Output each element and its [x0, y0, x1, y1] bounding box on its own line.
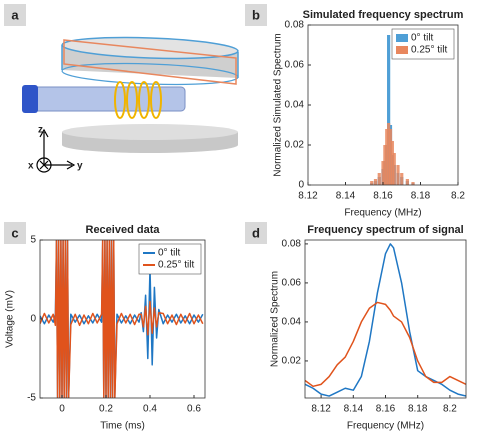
legend-swatch — [396, 46, 408, 54]
bar — [381, 161, 385, 185]
chart-title: Received data — [86, 224, 161, 236]
panel-label: a — [11, 7, 19, 22]
panel: c Received data Time (ms) Voltage (mV) -5 0 5 0… — [4, 222, 206, 432]
legend-label: 0° tilt — [158, 248, 181, 259]
x-tick-label: 8.18 — [408, 404, 428, 415]
plot-area — [40, 240, 204, 398]
bottom-disk — [62, 124, 238, 140]
x-tick-label: 8.16 — [376, 404, 396, 415]
x-tick-label: 8.18 — [411, 191, 431, 202]
y-tick-label: 0.02 — [285, 140, 305, 151]
line — [305, 243, 466, 397]
bar — [373, 179, 378, 185]
x-tick-label: 0.6 — [187, 404, 201, 415]
axes-frame — [39, 239, 206, 399]
panel-label-box — [245, 222, 267, 244]
axis-label: y — [77, 161, 83, 172]
panel: d Frequency spectrum of signal Frequency (… — [245, 222, 467, 432]
axis-label: x — [28, 161, 34, 172]
legend-label: 0.25° tilt — [158, 260, 194, 271]
x-tick-label: 8.12 — [311, 404, 331, 415]
bar — [388, 129, 393, 185]
y-tick-label: 0.04 — [285, 100, 305, 111]
panel-label: d — [252, 225, 260, 240]
plot-area — [305, 243, 466, 397]
x-tick-label: 0.2 — [99, 404, 113, 415]
y-axis-label: Normalized Simulated Spectrum — [273, 33, 284, 176]
bar — [392, 153, 396, 185]
chart-title: Frequency spectrum of signal — [307, 224, 463, 236]
chart-title: Simulated frequency spectrum — [303, 9, 464, 21]
bar — [387, 123, 391, 185]
panel-label-box — [245, 4, 267, 26]
legend-swatch — [396, 34, 408, 42]
panel-label-box — [4, 4, 26, 26]
bar — [387, 35, 391, 185]
x-tick-label: 8.14 — [336, 191, 356, 202]
diagram: a z x y — [4, 4, 239, 173]
y-tick-label: 0.08 — [282, 239, 302, 250]
x-tick-label: 8.2 — [451, 191, 465, 202]
x-tick-label: 8.12 — [298, 191, 318, 202]
bar — [396, 165, 400, 185]
bar — [370, 181, 374, 185]
x-tick-label: 8.14 — [344, 404, 364, 415]
legend-box — [138, 243, 202, 275]
tilted-disk — [63, 39, 237, 85]
bar — [383, 145, 387, 185]
coil — [114, 81, 162, 119]
plot-area — [370, 35, 415, 185]
axis-arrows — [36, 128, 76, 173]
line — [40, 240, 204, 398]
x-tick-label: 8.2 — [443, 404, 457, 415]
y-tick-label: -5 — [27, 393, 36, 404]
bar — [390, 141, 394, 185]
axes-frame — [307, 24, 459, 186]
y-tick-label: 0 — [298, 180, 304, 191]
x-axis-label: Time (ms) — [100, 421, 145, 432]
x-tick-label: 0.4 — [143, 404, 157, 415]
bar — [405, 179, 409, 185]
panel-label: c — [11, 225, 18, 240]
y-tick-label: 0.08 — [285, 20, 305, 31]
bottom-disk-base — [62, 137, 238, 153]
bar — [385, 129, 389, 185]
legend-label: 0.25° tilt — [411, 45, 447, 56]
bar — [411, 182, 415, 185]
line — [305, 301, 466, 388]
y-tick-label: 0.04 — [282, 317, 302, 328]
top-disk-edge — [61, 45, 239, 78]
rod-cap — [22, 85, 38, 113]
panel-label: b — [252, 7, 260, 22]
panel: b Simulated frequency spectrum Frequency (… — [245, 4, 465, 219]
x-axis-label: Frequency (MHz) — [347, 421, 424, 432]
x-axis-label: Frequency (MHz) — [344, 208, 421, 219]
y-tick-label: 0 — [30, 314, 36, 325]
bar — [377, 173, 381, 185]
bar — [400, 173, 404, 185]
y-tick-label: 0.02 — [282, 356, 302, 367]
y-axis-label: Normalized Spectrum — [270, 271, 281, 367]
axes-frame — [304, 239, 467, 399]
panel-label-box — [4, 222, 26, 244]
axis-label: z — [38, 125, 43, 136]
y-axis-label: Voltage (mV) — [5, 290, 16, 348]
y-tick-label: 5 — [30, 235, 36, 246]
x-tick-label: 8.16 — [373, 191, 393, 202]
x-tick-label: 0 — [59, 404, 65, 415]
y-tick-label: 0.06 — [285, 60, 305, 71]
top-disk-bottom — [61, 62, 239, 86]
y-tick-label: 0.06 — [282, 278, 302, 289]
legend-label: 0° tilt — [411, 33, 434, 44]
